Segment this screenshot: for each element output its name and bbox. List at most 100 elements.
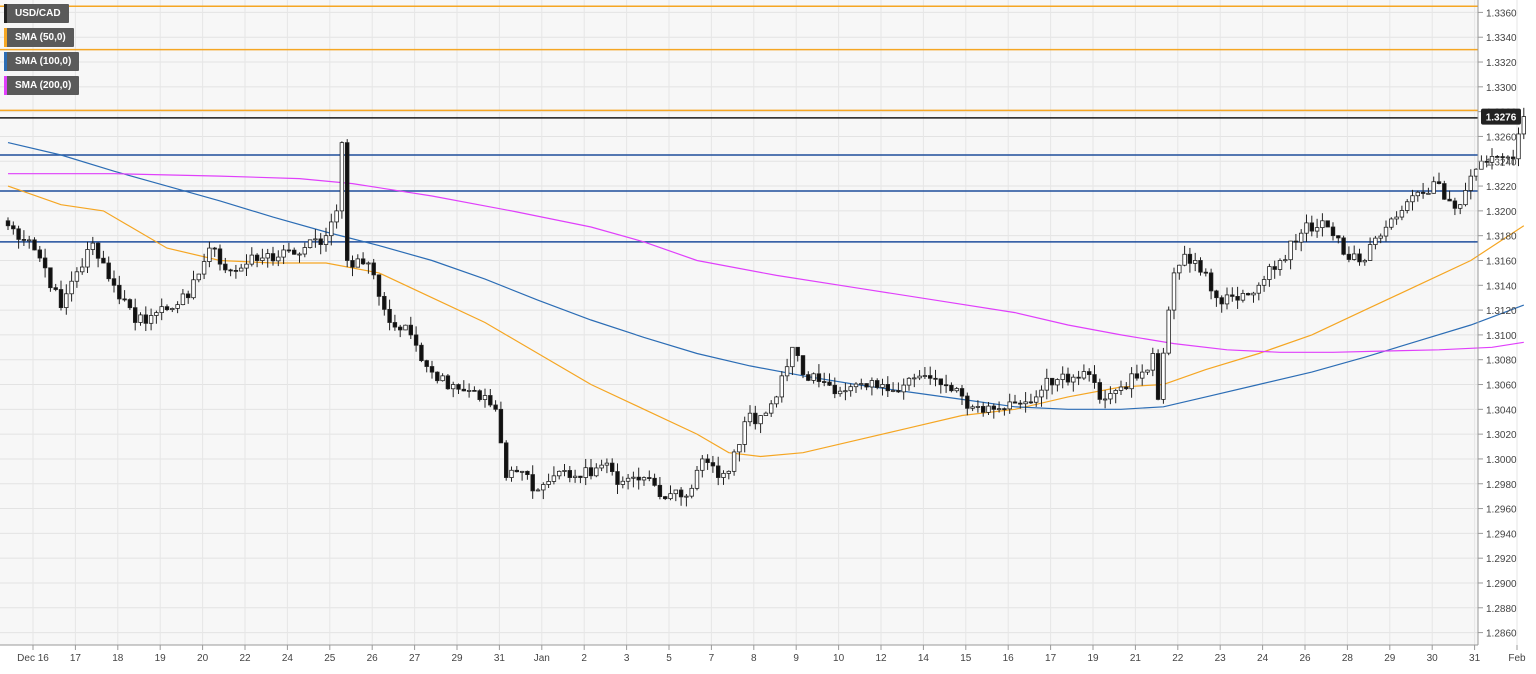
legend-swatch (4, 4, 7, 23)
y-axis-ticks: 1.2860 1.2880 1.2900 1.2920 1.2940 1.2960 1.29… (1478, 8, 1517, 640)
candle-body (74, 271, 80, 282)
candle-body (631, 476, 636, 479)
x-tick-label: Jan (534, 653, 550, 664)
candle-body (790, 346, 795, 368)
candle-body (700, 458, 705, 471)
x-tick-label: 22 (1172, 653, 1184, 664)
candle-body (371, 262, 376, 276)
x-tick-label: 31 (494, 653, 506, 664)
candle-body (196, 273, 201, 281)
candle-body (1389, 218, 1394, 228)
candle-body (1505, 156, 1511, 159)
legend-label: SMA (100,0) (15, 56, 72, 67)
x-tick-label: 9 (793, 653, 799, 664)
candle-body (1473, 168, 1479, 177)
candle-body (779, 375, 784, 398)
candle-body (1134, 373, 1140, 379)
candle-body (1002, 408, 1007, 411)
candle-body (334, 210, 339, 223)
x-tick-label: 23 (1215, 653, 1227, 664)
candle-body (350, 260, 355, 268)
candle-body (737, 444, 742, 453)
y-tick-label: 1.2960 (1486, 505, 1517, 516)
candle-body (90, 242, 95, 250)
y-tick-label: 1.3140 (1486, 281, 1517, 292)
candle-body (827, 381, 832, 386)
candle-body (355, 258, 360, 268)
candle-body (954, 388, 959, 392)
candle-body (1208, 272, 1214, 292)
x-tick-label: 5 (666, 653, 672, 664)
legend-label: SMA (50,0) (15, 32, 66, 43)
candle-body (795, 346, 800, 356)
candle-body (1309, 222, 1314, 232)
x-tick-label: 15 (960, 653, 972, 664)
plot-background (0, 0, 1478, 645)
legend-item: SMA (100,0) (4, 52, 80, 71)
candle-body (1092, 374, 1097, 383)
candle-body (1367, 244, 1373, 261)
candle-body (1049, 377, 1055, 386)
candle-body (1283, 259, 1288, 262)
legend-label: USD/CAD (15, 8, 61, 19)
candle-body (731, 451, 737, 472)
candle-body (981, 406, 986, 413)
y-tick-label: 1.2920 (1486, 554, 1517, 565)
candle-body (1304, 222, 1309, 234)
y-tick-label: 1.3000 (1486, 455, 1517, 466)
candle-body (1182, 253, 1187, 266)
candle-body (148, 315, 154, 324)
candle-body (424, 360, 429, 367)
candle-body (869, 380, 875, 388)
candle-body (1198, 260, 1203, 273)
grid-layer (0, 0, 1518, 645)
axes (0, 0, 1479, 646)
candle-body (254, 254, 260, 261)
candle-body (1426, 192, 1431, 195)
candle-body (588, 467, 594, 477)
candle-body (949, 384, 954, 392)
candle-body (127, 299, 133, 309)
candle-body (1246, 293, 1251, 296)
candle-body (1118, 386, 1124, 391)
x-tick-label: 24 (1257, 653, 1269, 664)
candle-body (753, 412, 758, 425)
candle-body (281, 249, 286, 258)
x-tick-label: 31 (1469, 653, 1481, 664)
candle-body (678, 489, 684, 498)
x-tick-label: 28 (1342, 653, 1354, 664)
candle-body (1463, 190, 1468, 206)
candle-body (880, 384, 885, 388)
candle-body (85, 249, 90, 268)
candle-body (207, 247, 212, 262)
y-tick-label: 1.2940 (1486, 529, 1517, 540)
y-tick-label: 1.3360 (1486, 8, 1517, 19)
candle-body (387, 308, 392, 323)
candle-body (832, 384, 837, 395)
last-price-label: 1.3276 (1486, 113, 1517, 124)
candle-body (498, 408, 504, 444)
candle-body (1177, 264, 1182, 274)
candle-body (800, 355, 806, 375)
y-tick-label: 1.2860 (1486, 629, 1517, 640)
candle-body (721, 472, 726, 478)
candle-body (302, 247, 307, 255)
candle-body (938, 378, 943, 386)
candle-body (1405, 201, 1410, 211)
last-price-tag-group: 1.3276 (1481, 108, 1521, 125)
candle-body (896, 390, 901, 393)
candle-body (1511, 156, 1516, 160)
candle-body (864, 383, 869, 388)
candle-body (1458, 204, 1463, 209)
candle-body (996, 408, 1002, 411)
candle-body (1516, 133, 1521, 160)
candlesticks (5, 107, 1526, 507)
candle-body (1336, 235, 1341, 239)
candle-body (21, 239, 27, 241)
candle-body (297, 253, 302, 256)
x-tick-label: 26 (1299, 653, 1311, 664)
y-tick-label: 1.3260 (1486, 132, 1517, 143)
candle-body (758, 415, 763, 425)
candle-body (217, 248, 223, 265)
